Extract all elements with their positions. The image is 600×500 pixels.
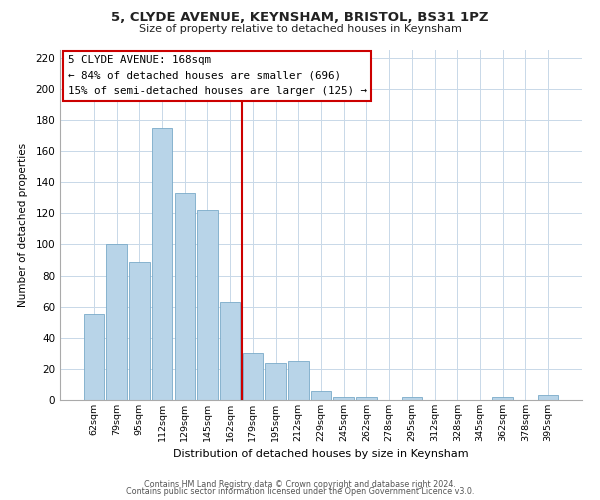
Bar bbox=[152, 128, 172, 400]
X-axis label: Distribution of detached houses by size in Keynsham: Distribution of detached houses by size … bbox=[173, 450, 469, 460]
Bar bbox=[265, 362, 286, 400]
Bar bbox=[401, 397, 422, 400]
Bar bbox=[220, 302, 241, 400]
Bar bbox=[84, 314, 104, 400]
Bar bbox=[197, 210, 218, 400]
Text: Size of property relative to detached houses in Keynsham: Size of property relative to detached ho… bbox=[139, 24, 461, 34]
Text: 5 CLYDE AVENUE: 168sqm
← 84% of detached houses are smaller (696)
15% of semi-de: 5 CLYDE AVENUE: 168sqm ← 84% of detached… bbox=[68, 56, 367, 96]
Bar bbox=[175, 193, 195, 400]
Text: 5, CLYDE AVENUE, KEYNSHAM, BRISTOL, BS31 1PZ: 5, CLYDE AVENUE, KEYNSHAM, BRISTOL, BS31… bbox=[111, 11, 489, 24]
Text: Contains public sector information licensed under the Open Government Licence v3: Contains public sector information licen… bbox=[126, 488, 474, 496]
Bar bbox=[493, 397, 513, 400]
Bar bbox=[538, 396, 558, 400]
Bar bbox=[334, 397, 354, 400]
Bar bbox=[288, 361, 308, 400]
Bar bbox=[242, 354, 263, 400]
Bar bbox=[311, 390, 331, 400]
Bar bbox=[356, 397, 377, 400]
Bar bbox=[106, 244, 127, 400]
Bar bbox=[129, 262, 149, 400]
Text: Contains HM Land Registry data © Crown copyright and database right 2024.: Contains HM Land Registry data © Crown c… bbox=[144, 480, 456, 489]
Y-axis label: Number of detached properties: Number of detached properties bbox=[19, 143, 28, 307]
